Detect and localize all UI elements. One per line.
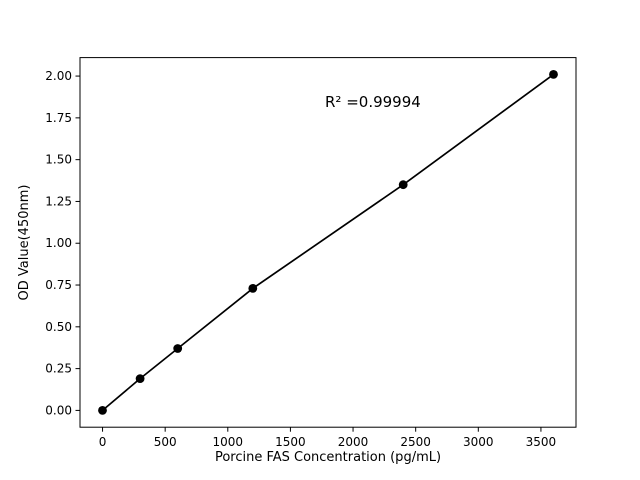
fit-line: [101, 73, 555, 412]
x-tick-label: 0: [99, 435, 107, 449]
x-tick-label: 2000: [338, 435, 369, 449]
x-tick-label: 3000: [463, 435, 494, 449]
axes-spines: [79, 57, 577, 428]
y-tick-label: 0.50: [45, 320, 72, 334]
y-tick-label: 1.00: [45, 236, 72, 250]
y-tick-label: 0.75: [45, 278, 72, 292]
x-tick-label: 2500: [400, 435, 431, 449]
x-tick-label: 3500: [526, 435, 557, 449]
y-tick-label: 0.00: [45, 403, 72, 417]
x-axis-label: Porcine FAS Concentration (pg/mL): [215, 450, 441, 465]
y-tick-label: 1.75: [45, 111, 72, 125]
data-point: [248, 284, 258, 293]
plot-layer: 0 500 1000 1500 2000 2500 3000 3500 0.00 0.25 0.50…: [45, 57, 577, 449]
data-point: [173, 344, 183, 353]
data-point: [398, 180, 408, 190]
x-tick-label: 1500: [275, 435, 306, 449]
y-tick-label: 0.25: [45, 362, 72, 376]
y-tick-label: 2.00: [45, 69, 72, 83]
r-squared-annotation: R² =0.99994: [325, 93, 421, 111]
y-axis-label: OD Value(450nm): [17, 185, 32, 301]
data-point: [98, 406, 107, 415]
y-tick-label: 1.50: [45, 153, 72, 167]
x-tick-label: 500: [154, 435, 177, 449]
data-point: [549, 70, 558, 79]
y-tick-label: 1.25: [45, 194, 72, 208]
x-tick-label: 1000: [213, 435, 244, 449]
data-point: [135, 374, 145, 383]
